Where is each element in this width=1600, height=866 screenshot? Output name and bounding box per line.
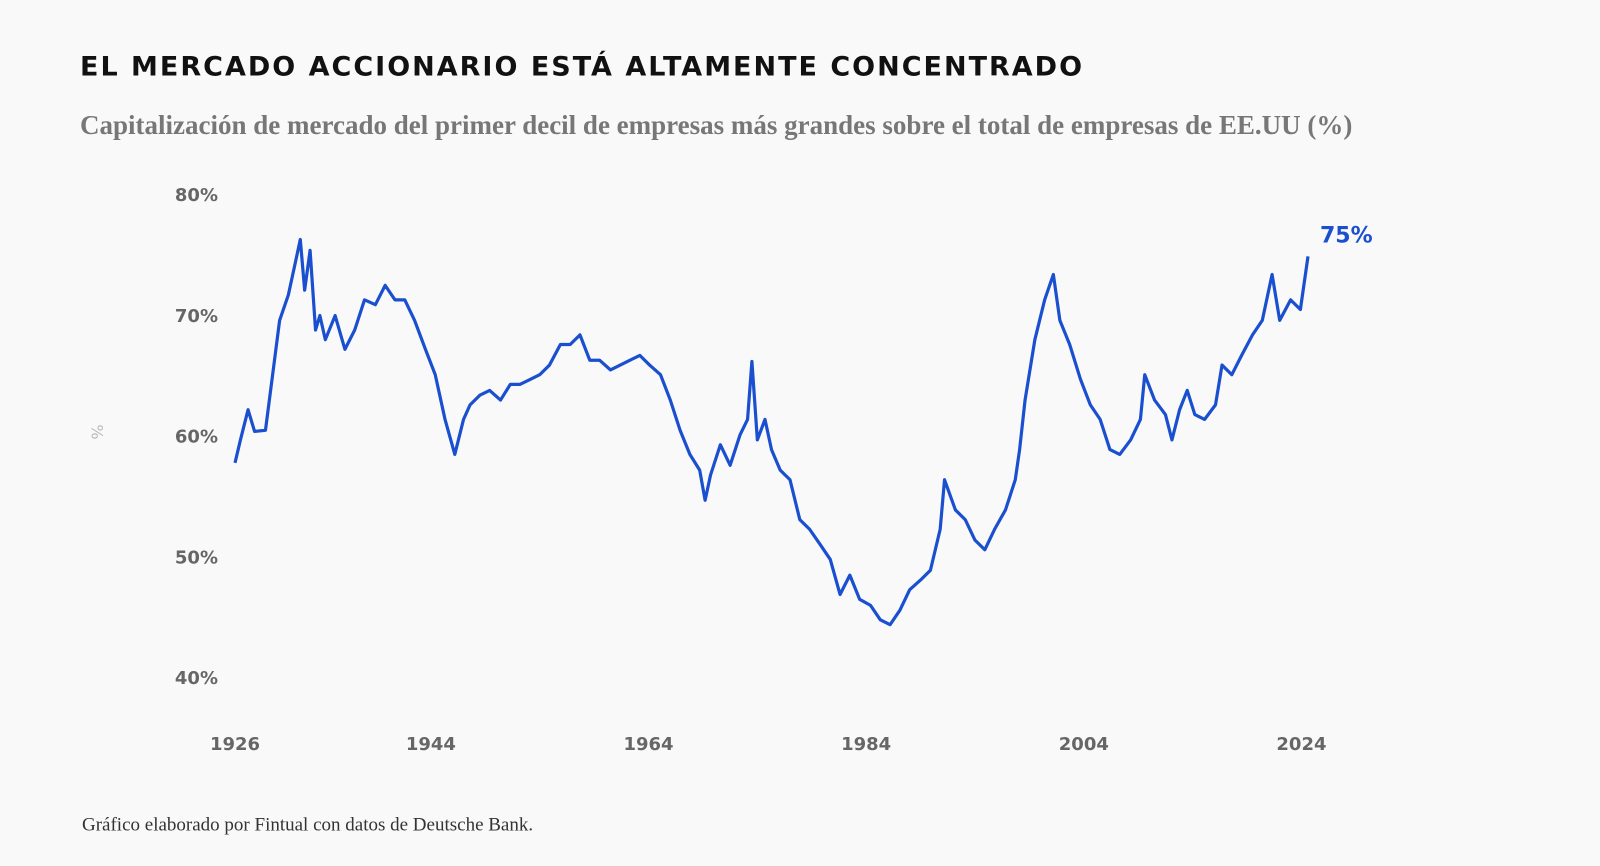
data-line — [233, 237, 1310, 627]
y-tick-label: 40% — [175, 668, 218, 689]
source-note: Gráfico elaborado por Fintual con datos … — [82, 814, 533, 835]
x-tick-label: 2024 — [1276, 734, 1326, 755]
x-tick-label: 1944 — [406, 734, 456, 755]
end-value-label: 75% — [1320, 223, 1373, 248]
x-tick-label: 2004 — [1059, 734, 1109, 755]
chart-subtitle: Capitalización de mercado del primer dec… — [80, 110, 1352, 140]
x-tick-label: 1984 — [841, 734, 891, 755]
x-tick-label: 1964 — [623, 734, 673, 755]
chart-title: EL MERCADO ACCIONARIO ESTÁ ALTAMENTE CON… — [80, 51, 1084, 83]
y-tick-label: 50% — [175, 547, 218, 568]
y-tick-label: 60% — [175, 427, 218, 448]
y-axis-label: % — [88, 424, 107, 439]
y-tick-label: 80% — [175, 185, 218, 206]
y-tick-label: 70% — [175, 306, 218, 327]
x-tick-label: 1926 — [210, 734, 260, 755]
